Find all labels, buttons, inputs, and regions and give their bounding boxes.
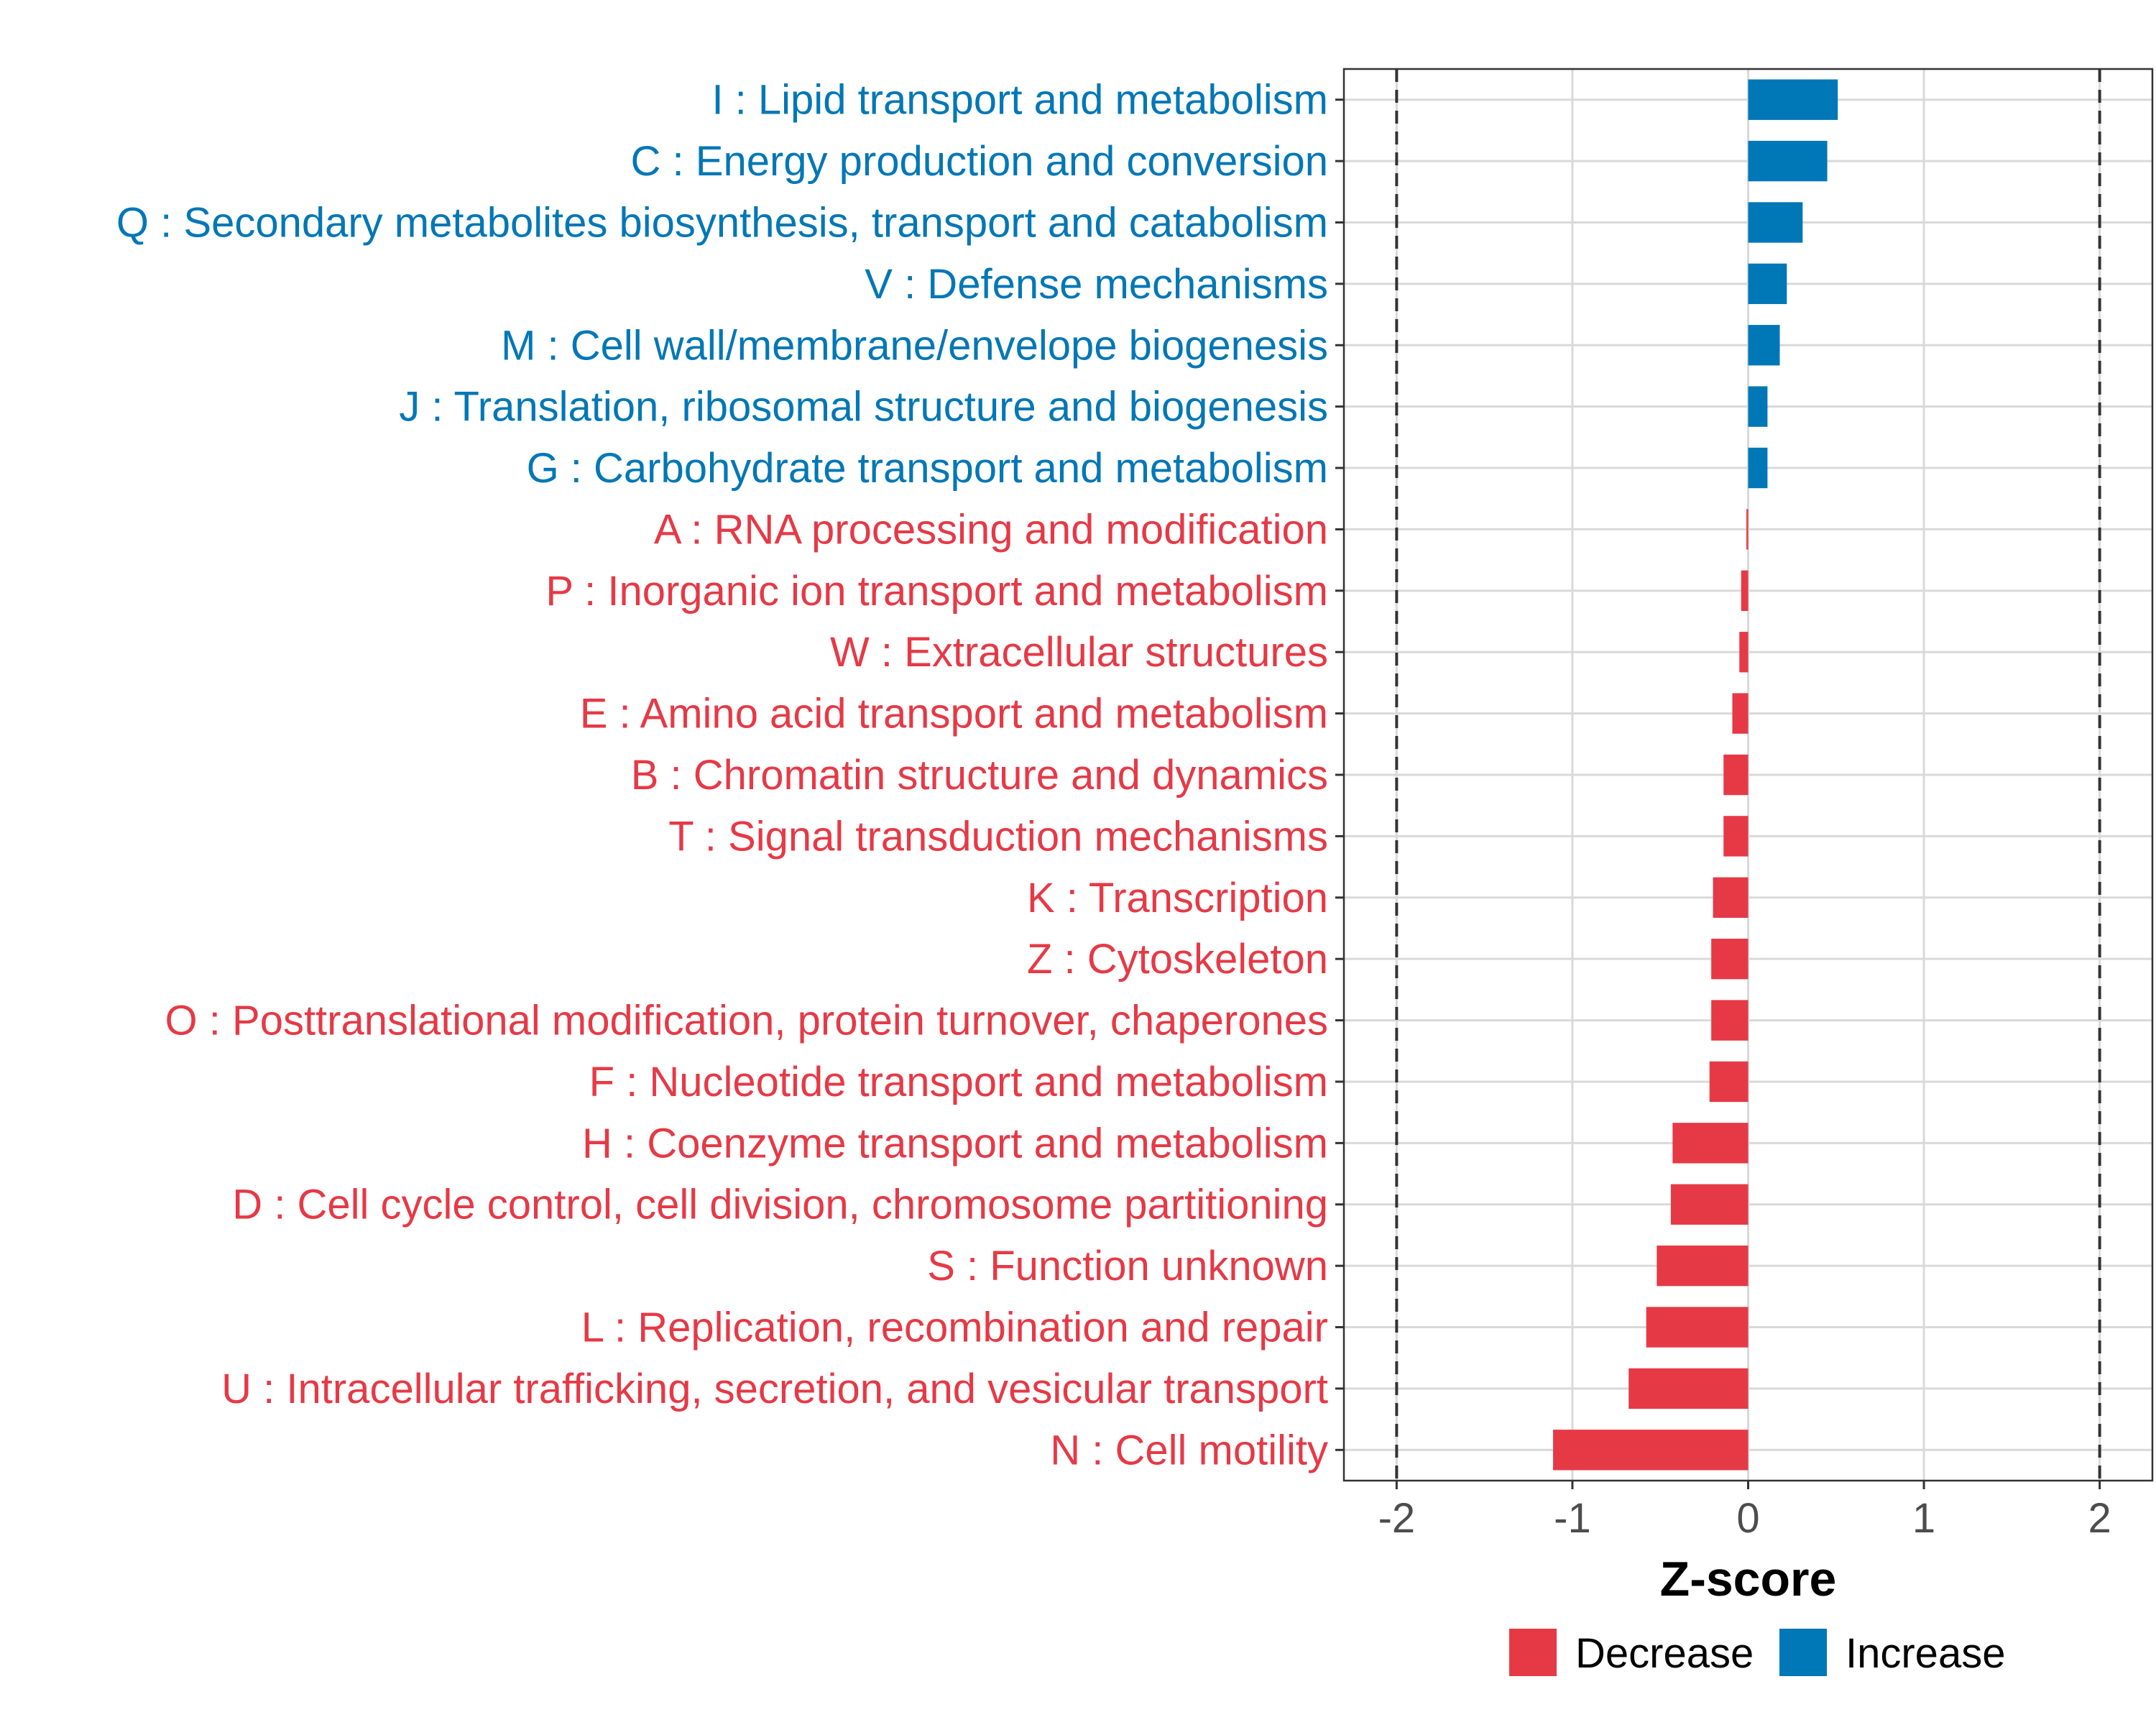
- bar-s: [1657, 1245, 1749, 1287]
- x-tick-label: -2: [1378, 1495, 1416, 1542]
- bar-h: [1672, 1123, 1749, 1164]
- bar-f: [1709, 1061, 1749, 1103]
- bar-b: [1723, 754, 1749, 796]
- category-label: C : Energy production and conversion: [631, 138, 1328, 185]
- bar-d: [1670, 1184, 1749, 1225]
- legend-swatch-decrease: [1509, 1629, 1557, 1676]
- category-label: P : Inorganic ion transport and metaboli…: [545, 568, 1328, 615]
- x-tick-label: 1: [1912, 1495, 1935, 1542]
- bar-v: [1748, 263, 1787, 305]
- bar-k: [1713, 877, 1749, 918]
- category-label: H : Coenzyme transport and metabolism: [582, 1120, 1328, 1167]
- bar-w: [1739, 632, 1749, 673]
- y-axis-ticks: [1335, 98, 1344, 1451]
- bar-q: [1748, 202, 1803, 243]
- bar-n: [1553, 1430, 1749, 1471]
- category-label: Z : Cytoskeleton: [1027, 936, 1328, 983]
- x-axis-ticks: -2 -1 0 1 2: [1378, 1481, 2111, 1542]
- category-label: B : Chromatin structure and dynamics: [631, 752, 1328, 799]
- legend: Decrease Increase: [1509, 1629, 2005, 1677]
- y-axis-labels: I : Lipid transport and metabolism C : En…: [116, 77, 1328, 1474]
- category-label: L : Replication, recombination and repai…: [581, 1305, 1328, 1351]
- bar-z: [1711, 938, 1749, 980]
- bar-g: [1748, 447, 1768, 489]
- bar-e: [1732, 693, 1749, 734]
- category-label: K : Transcription: [1027, 875, 1328, 921]
- category-label: U : Intracellular trafficking, secretion…: [221, 1366, 1328, 1412]
- category-label: Q : Secondary metabolites biosynthesis, …: [116, 199, 1328, 246]
- x-tick-label: 2: [2088, 1495, 2111, 1542]
- category-label: F : Nucleotide transport and metabolism: [589, 1059, 1328, 1105]
- category-label: M : Cell wall/membrane/envelope biogenes…: [501, 322, 1328, 369]
- bar-a: [1746, 509, 1749, 550]
- category-label: N : Cell motility: [1050, 1427, 1328, 1473]
- bar-m: [1748, 325, 1780, 366]
- bar-o: [1711, 1000, 1749, 1041]
- category-label: V : Defense mechanisms: [865, 261, 1328, 308]
- x-tick-label: 0: [1736, 1495, 1759, 1542]
- bar-c: [1748, 140, 1828, 182]
- x-axis-title: Z-score: [1660, 1552, 1837, 1606]
- reference-lines: [1395, 69, 2101, 1481]
- legend-label-decrease: Decrease: [1575, 1630, 1754, 1677]
- legend-swatch-increase: [1779, 1629, 1827, 1676]
- x-tick-label: -1: [1554, 1495, 1591, 1542]
- category-label: J : Translation, ribosomal structure and…: [399, 384, 1328, 431]
- category-label: G : Carbohydrate transport and metabolis…: [527, 445, 1328, 492]
- category-label: T : Signal transduction mechanisms: [668, 813, 1328, 860]
- category-label: W : Extracellular structures: [830, 629, 1328, 676]
- category-label: O : Posttranslational modification, prot…: [165, 998, 1328, 1044]
- category-label: D : Cell cycle control, cell division, c…: [232, 1182, 1328, 1228]
- bar-t: [1723, 816, 1749, 857]
- bars: [1553, 79, 1838, 1471]
- bar-j: [1748, 386, 1768, 427]
- bar-i: [1748, 79, 1838, 120]
- category-label: S : Function unknown: [927, 1243, 1328, 1289]
- bar-l: [1646, 1307, 1749, 1348]
- category-label: A : RNA processing and modification: [654, 506, 1328, 553]
- category-label: I : Lipid transport and metabolism: [711, 77, 1328, 124]
- bar-p: [1741, 570, 1749, 612]
- category-label: E : Amino acid transport and metabolism: [580, 691, 1328, 737]
- bar-u: [1628, 1368, 1749, 1409]
- legend-label-increase: Increase: [1846, 1630, 2005, 1677]
